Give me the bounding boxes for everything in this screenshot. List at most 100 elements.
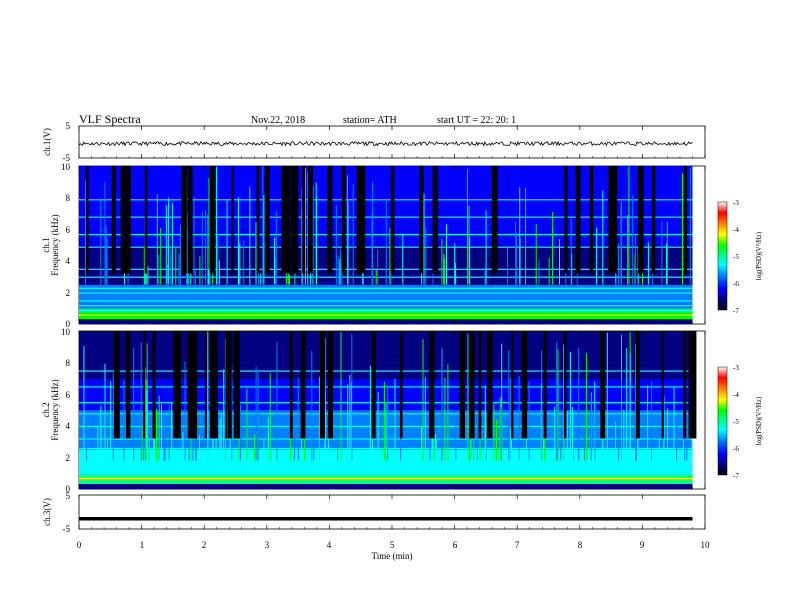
spectrogram-band <box>79 470 693 474</box>
sferic-streak <box>145 379 147 461</box>
spectrogram-dark-patch <box>589 166 594 274</box>
sferic-streak <box>621 199 622 285</box>
spectrogram-band <box>79 394 693 398</box>
sferic-streak <box>666 221 668 285</box>
sferic-streak <box>500 407 502 461</box>
spectrogram-band <box>79 300 693 304</box>
ch2-cbar-tick-3: -3 <box>733 364 739 372</box>
ch2-spec-ylabel-channel: ch.2 <box>41 402 51 417</box>
spectrogram-band <box>79 481 693 485</box>
station-label: station= ATH <box>343 115 397 126</box>
sferic-streak <box>171 202 173 285</box>
sferic-streak <box>341 265 343 285</box>
spectrogram-band <box>79 308 693 312</box>
sferic-streak <box>676 422 677 461</box>
sferic-streak <box>97 425 99 461</box>
sferic-streak <box>158 395 160 461</box>
spectrogram-band <box>79 378 693 382</box>
sferic-streak <box>590 395 592 461</box>
sferic-streak <box>606 332 608 461</box>
spectrogram-band <box>79 388 693 392</box>
sferic-streak <box>316 197 317 285</box>
sferic-streak <box>195 268 196 285</box>
sferic-streak <box>208 269 209 285</box>
ch2-spec-ytick-6: 6 <box>66 390 71 400</box>
sferic-streak <box>571 253 573 285</box>
sferic-streak <box>623 409 625 461</box>
sferic-streak <box>441 347 443 461</box>
sferic-streak <box>507 245 508 285</box>
spectrogram-dark-patch <box>683 331 687 439</box>
sferic-streak <box>473 421 475 461</box>
sferic-streak <box>133 347 135 461</box>
spectrogram-band <box>79 310 693 314</box>
sferic-streak <box>274 237 275 285</box>
spectrogram-dark-patch <box>204 331 207 439</box>
spectrogram-dark-patch <box>264 166 270 274</box>
sferic-streak <box>163 417 165 461</box>
sferic-streak <box>387 385 389 461</box>
sferic-streak <box>143 434 145 461</box>
spectrogram-band <box>79 218 693 222</box>
ch2-spec-ytick-4: 4 <box>66 421 71 431</box>
spectrogram-band <box>79 226 693 230</box>
spectrogram-line <box>79 477 693 480</box>
sferic-streak <box>304 168 306 285</box>
sferic-streak <box>548 258 550 285</box>
ch2-spectrogram-image <box>79 331 697 490</box>
spectrogram-dark-patch <box>114 331 120 439</box>
sferic-streak <box>554 406 556 461</box>
spectrogram-band <box>79 473 693 477</box>
spectrogram-dark-patch <box>432 166 439 274</box>
spectrogram-band <box>79 402 693 406</box>
spectrogram-dark-patch <box>212 331 218 439</box>
sferic-streak <box>293 420 295 461</box>
sferic-streak <box>170 248 172 285</box>
spectrogram-dark-patch <box>563 331 567 439</box>
sferic-streak <box>154 429 156 461</box>
spectrogram-line <box>79 473 693 475</box>
spectrogram-band <box>79 295 693 298</box>
sferic-streak <box>544 427 546 461</box>
spectrogram-band <box>79 268 693 272</box>
sferic-streak <box>112 372 114 461</box>
sferic-streak <box>468 205 470 285</box>
sferic-streak <box>441 238 443 285</box>
spectrogram-band <box>79 362 693 366</box>
spectrogram-dark-patch <box>187 166 193 274</box>
xtick-label-6: 6 <box>453 540 458 550</box>
sferic-streak <box>144 367 146 461</box>
spectrogram-band <box>79 242 693 246</box>
ch2-cbar-tick-7: -7 <box>733 472 739 480</box>
spectrogram-band <box>79 344 693 348</box>
sferic-streak <box>466 168 468 285</box>
sferic-streak <box>443 253 445 285</box>
xtick-label-9: 9 <box>640 540 645 550</box>
spectrogram-band <box>79 486 693 490</box>
spectrogram-band <box>79 187 693 190</box>
sferic-streak <box>369 365 371 461</box>
ch2-spectrogram-panel: 10 8 6 4 2 0 ch.2 Frequency (kHz) <box>41 327 706 494</box>
spectrogram-band <box>79 237 693 241</box>
sferic-streak <box>350 382 352 461</box>
spectrogram-dark-patch <box>111 166 115 274</box>
sferic-streak <box>615 422 617 461</box>
sferic-streak <box>516 232 518 285</box>
xtick-label-5: 5 <box>390 540 395 550</box>
spectrogram-band <box>79 271 693 275</box>
spectrogram-band <box>79 223 693 227</box>
spectrogram-line <box>79 246 693 248</box>
spectrogram-band <box>79 250 693 254</box>
spectrogram-band <box>79 462 693 466</box>
sferic-streak <box>220 413 222 461</box>
sferic-streak <box>156 194 158 285</box>
spectrogram-dark-patch <box>86 166 89 274</box>
sferic-streak <box>286 268 288 285</box>
sferic-streak <box>349 374 351 461</box>
sferic-streak <box>686 424 688 461</box>
spectrogram-band <box>79 467 693 471</box>
sferic-streak <box>318 376 320 461</box>
spectrogram-band <box>79 279 693 283</box>
spectrogram-band <box>79 381 693 384</box>
spectrogram-band <box>79 289 693 293</box>
